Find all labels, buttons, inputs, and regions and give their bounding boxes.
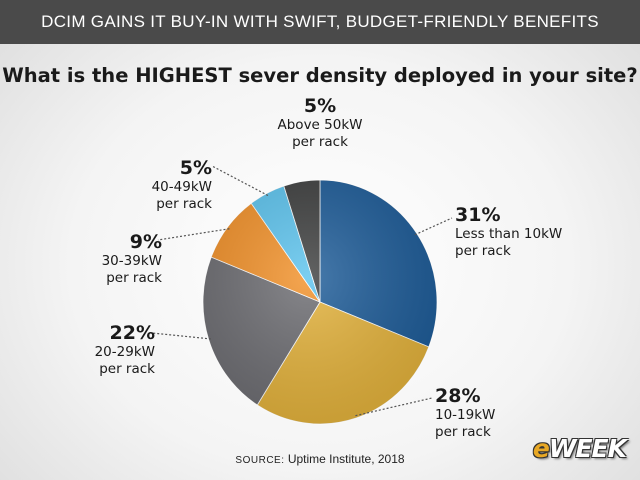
slice-cat-5: Above 50kW per rack — [277, 117, 363, 150]
leader-line-4 — [211, 165, 269, 197]
slice-cat-0: Less than 10kW per rack — [455, 226, 563, 259]
slice-cat-2: 20-29kW per rack — [94, 344, 155, 377]
logo-rest: WEEK — [548, 434, 627, 463]
slice-pct-1: 28% — [435, 385, 481, 407]
eweek-logo: eWEEK — [532, 434, 627, 463]
header-title: DCIM GAINS IT BUY-IN WITH SWIFT, BUDGET-… — [41, 12, 599, 31]
slice-pct-4: 5% — [179, 157, 212, 179]
header-banner: DCIM GAINS IT BUY-IN WITH SWIFT, BUDGET-… — [0, 0, 640, 44]
slice-cat-4: 40-49kW per rack — [151, 179, 212, 212]
source-label: SOURCE: — [235, 455, 285, 466]
chart-title: What is the HIGHEST sever density deploy… — [2, 64, 638, 87]
slice-label-0: 31% Less than 10kW per rack — [455, 205, 562, 260]
source-text: Uptime Institute, 2018 — [287, 452, 405, 466]
leader-line-3 — [157, 228, 230, 241]
slice-pct-0: 31% — [455, 204, 501, 226]
slice-pct-2: 22% — [109, 322, 155, 344]
slice-pct-3: 9% — [129, 231, 162, 253]
slice-label-3: 9% 30-39kW per rack — [102, 232, 162, 287]
slice-label-1: 28% 10-19kW per rack — [435, 386, 495, 441]
slice-cat-3: 30-39kW per rack — [101, 253, 162, 286]
source-note: SOURCE: Uptime Institute, 2018 — [0, 452, 640, 466]
logo-e: e — [532, 434, 550, 463]
slice-pct-5: 5% — [303, 95, 337, 117]
slice-label-5: 5% Above 50kW per rack — [235, 96, 405, 151]
leader-line-1 — [355, 397, 433, 417]
leader-line-2 — [151, 332, 212, 340]
slice-cat-1: 10-19kW per rack — [435, 407, 496, 440]
slice-label-4: 5% 40-49kW per rack — [152, 158, 212, 213]
leader-line-0 — [414, 217, 453, 236]
slice-label-2: 22% 20-29kW per rack — [95, 323, 155, 378]
